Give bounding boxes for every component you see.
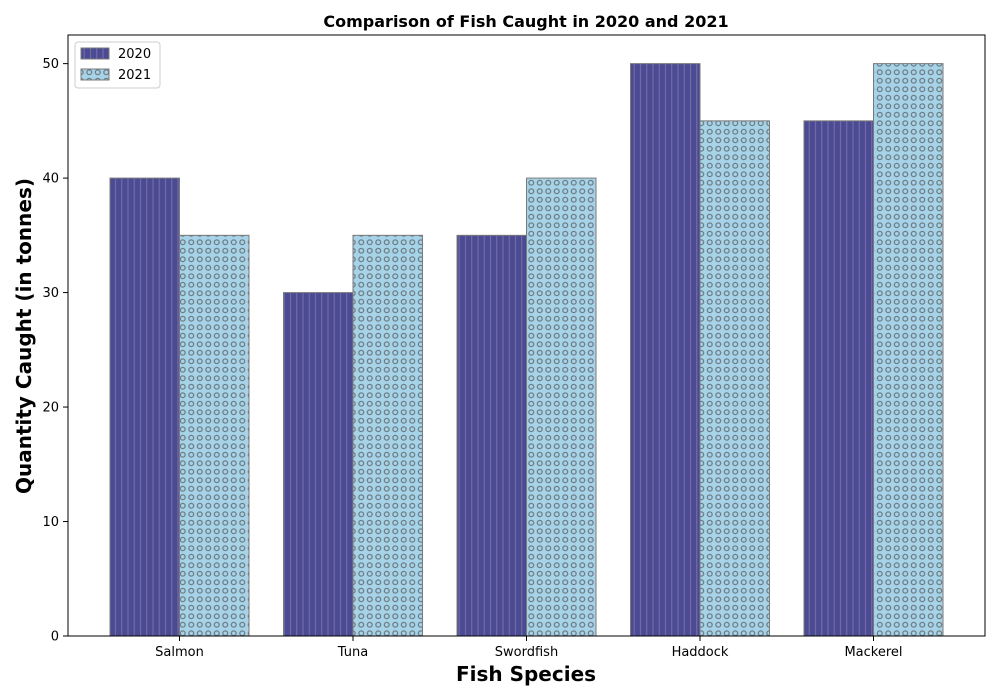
- x-tick-label: Swordfish: [495, 645, 558, 660]
- x-tick-label: Salmon: [155, 645, 204, 660]
- x-axis-ticks: Salmon Tuna Swordfish Haddock Mackerel: [155, 636, 903, 660]
- bar-2020-haddock: [630, 63, 701, 637]
- x-axis-label: Fish Species: [456, 662, 596, 686]
- y-tick-label: 10: [42, 515, 59, 530]
- legend-swatch-2021: [80, 68, 110, 81]
- legend: 2020 2021: [74, 41, 161, 89]
- y-tick-label: 20: [42, 401, 59, 416]
- legend-label-2020: 2020: [118, 47, 151, 62]
- y-axis-label: Quantity Caught (in tonnes): [12, 178, 36, 494]
- legend-swatch-2020: [80, 47, 110, 60]
- bars-group: [109, 63, 944, 637]
- bar-2021-haddock: [699, 120, 770, 637]
- bar-2020-salmon: [109, 177, 180, 637]
- y-tick-label: 30: [42, 286, 59, 301]
- y-axis-ticks: 0 10 20 30 40 50: [42, 57, 68, 645]
- chart-title: Comparison of Fish Caught in 2020 and 20…: [323, 12, 728, 31]
- legend-label-2021: 2021: [118, 68, 151, 83]
- bar-2020-tuna: [283, 292, 354, 637]
- x-tick-label: Tuna: [337, 645, 368, 660]
- bar-2021-mackerel: [873, 63, 944, 637]
- bar-2021-swordfish: [526, 177, 597, 637]
- y-tick-label: 40: [42, 172, 59, 187]
- x-tick-label: Haddock: [672, 645, 729, 660]
- y-tick-label: 0: [51, 630, 59, 645]
- y-tick-label: 50: [42, 57, 59, 72]
- bar-2021-salmon: [179, 234, 250, 637]
- bar-2021-tuna: [352, 234, 423, 637]
- x-tick-label: Mackerel: [844, 645, 902, 660]
- bar-2020-mackerel: [803, 120, 874, 637]
- bar-2020-swordfish: [456, 234, 527, 637]
